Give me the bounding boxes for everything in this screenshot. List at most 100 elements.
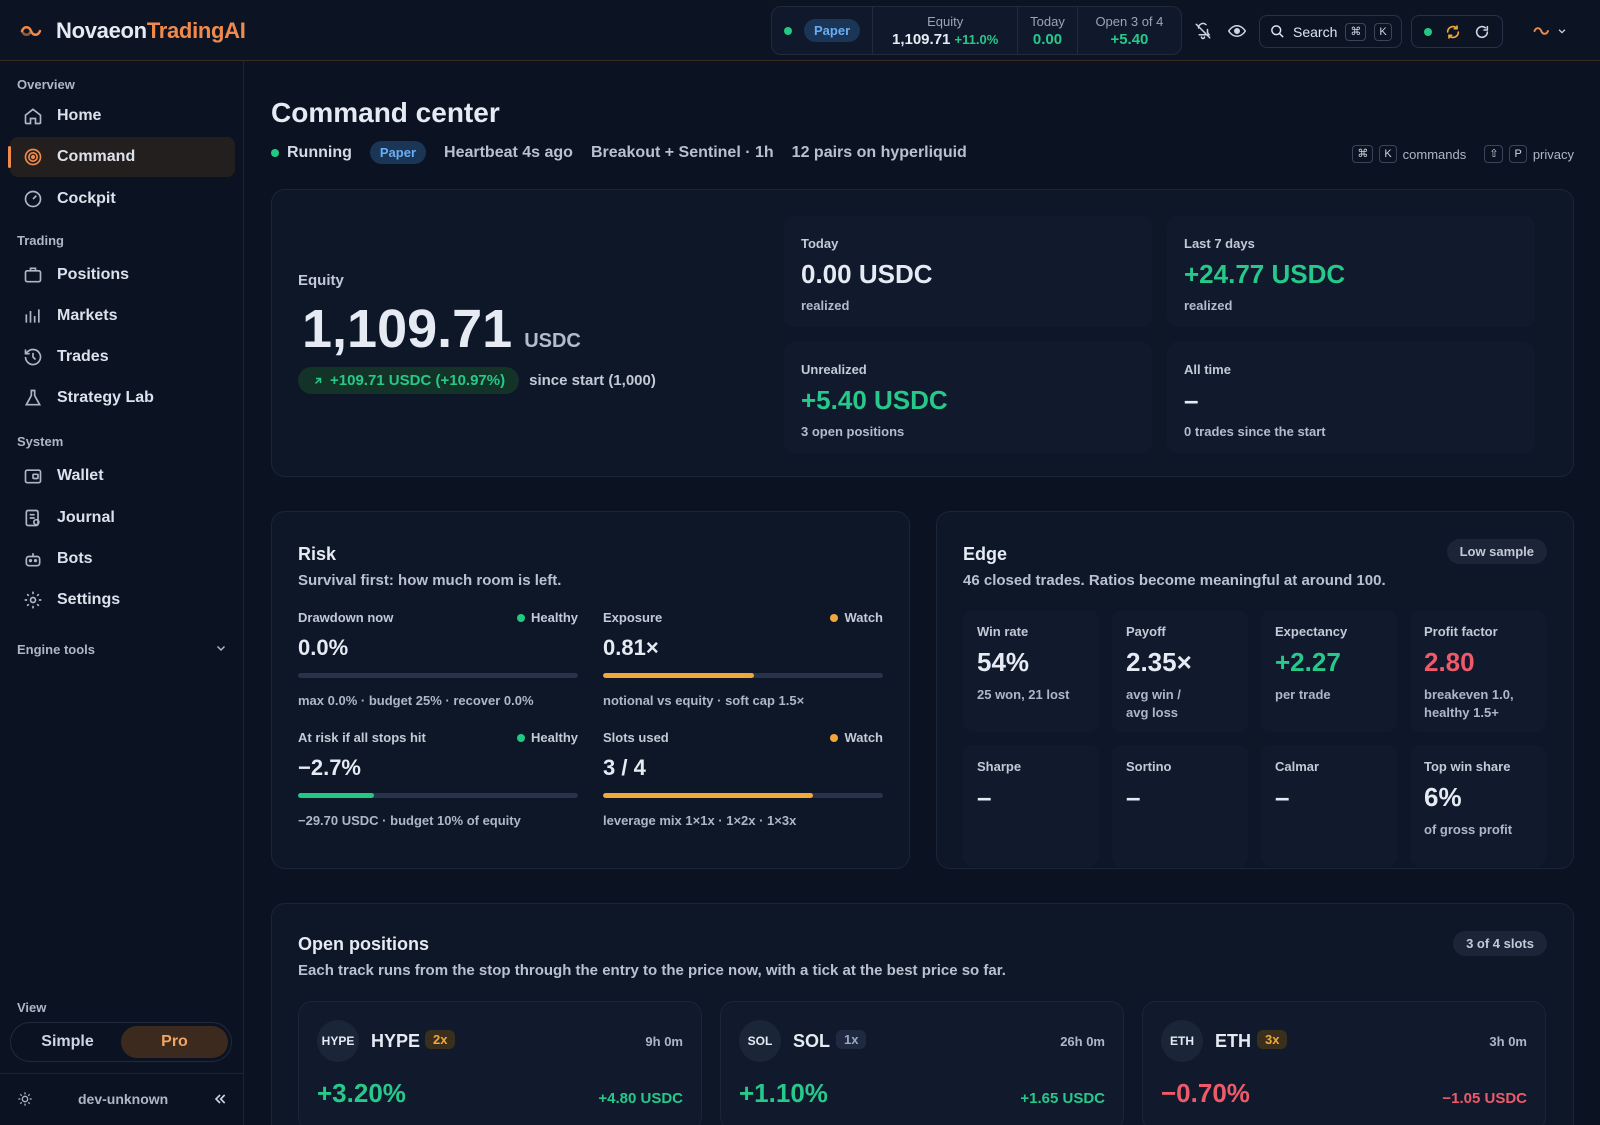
bot-icon bbox=[23, 549, 43, 569]
equity-cell: Equity 1,109.71 +11.0% bbox=[872, 7, 1017, 54]
main-content: Command center Running Paper Heartbeat 4… bbox=[245, 61, 1600, 1125]
gear-icon bbox=[23, 590, 43, 610]
search-button[interactable]: Search ⌘ K bbox=[1259, 15, 1402, 48]
today-value: 0.00 bbox=[1032, 30, 1063, 48]
gauge-icon bbox=[23, 189, 43, 209]
sync-icon[interactable] bbox=[1445, 24, 1461, 40]
equity-change-badge: +109.71 USDC (+10.97%) bbox=[298, 367, 520, 394]
sidebar-footer: dev-unknown bbox=[0, 1073, 244, 1125]
arrow-up-right-icon bbox=[312, 375, 324, 387]
risk-card: Risk Survival first: how much room is le… bbox=[271, 511, 910, 869]
position-pnl-usd: +4.80 USDC bbox=[598, 1090, 683, 1107]
sidebar-section-overview: Overview bbox=[17, 77, 75, 92]
sidebar-item-settings[interactable]: Settings bbox=[10, 580, 235, 620]
position-pnl-pct: −0.70% bbox=[1161, 1078, 1250, 1108]
search-icon bbox=[1270, 24, 1285, 39]
sidebar-item-journal[interactable]: Journal bbox=[10, 498, 235, 538]
brand-name: NovaeonTradingAI bbox=[56, 18, 246, 43]
mode-badge: Paper bbox=[369, 141, 427, 164]
position-card-eth[interactable]: ETH ETH 3x 3h 0m −0.70% −1.05 USDC bbox=[1142, 1001, 1546, 1125]
engine-tools-toggle[interactable]: Engine tools bbox=[17, 642, 227, 657]
gauge-slots-used: Slots used Watch 3 / 4 leverage mix 1×1x … bbox=[603, 730, 883, 828]
sidebar-item-markets[interactable]: Markets bbox=[10, 296, 235, 336]
metric-payoff: Payoff 2.35× avg win / avg loss bbox=[1112, 610, 1248, 732]
mode-cell: Paper bbox=[772, 7, 872, 54]
footer-user: dev-unknown bbox=[78, 1091, 169, 1107]
gauge-fill bbox=[298, 793, 374, 798]
position-card-sol[interactable]: SOL SOL 1x 26h 0m +1.10% +1.65 USDC bbox=[720, 1001, 1124, 1125]
wallet-icon bbox=[23, 466, 43, 486]
sidebar: Overview Home Command Cockpit Trading Po… bbox=[0, 61, 244, 1125]
page-title: Command center bbox=[271, 97, 500, 128]
commands-hint[interactable]: commands bbox=[1402, 146, 1467, 162]
eth-token-icon: ETH bbox=[1161, 1020, 1203, 1062]
gauge-drawdown: Drawdown now Healthy 0.0% max 0.0% · budg… bbox=[298, 610, 578, 708]
chart-icon bbox=[23, 306, 43, 326]
low-sample-badge: Low sample bbox=[1446, 539, 1547, 564]
position-card-hype[interactable]: HYPE HYPE 2x 9h 0m +3.20% +4.80 USDC bbox=[298, 1001, 702, 1125]
stat-all-time: All time – 0 trades since the start bbox=[1167, 342, 1535, 453]
account-logo-icon bbox=[1533, 25, 1551, 37]
sidebar-section-system: System bbox=[17, 434, 64, 449]
eye-icon[interactable] bbox=[1223, 17, 1251, 45]
view-simple-button[interactable]: Simple bbox=[41, 1033, 94, 1050]
position-pnl-pct: +3.20% bbox=[317, 1078, 406, 1108]
account-menu[interactable] bbox=[1528, 17, 1572, 45]
theme-sun-icon[interactable] bbox=[17, 1091, 33, 1107]
equity-unit: USDC bbox=[524, 330, 581, 352]
slots-badge: 3 of 4 slots bbox=[1453, 931, 1547, 956]
mode-badge: Paper bbox=[804, 19, 861, 42]
stat-today: Today 0.00 USDC realized bbox=[784, 216, 1152, 327]
connection-controls bbox=[1411, 15, 1503, 48]
metric-sharpe: Sharpe – bbox=[963, 745, 1099, 867]
sidebar-item-positions[interactable]: Positions bbox=[10, 255, 235, 295]
open-positions-title: Open positions bbox=[298, 934, 430, 954]
strategy-info: Breakout + Sentinel · 1h bbox=[590, 143, 774, 161]
chevron-down-icon bbox=[215, 642, 227, 657]
sidebar-item-home[interactable]: Home bbox=[10, 96, 235, 136]
account-status-group[interactable]: Paper Equity 1,109.71 +11.0% Today 0.00 … bbox=[771, 6, 1182, 55]
notifications-off-icon[interactable] bbox=[1189, 17, 1217, 45]
gauge-exposure: Exposure Watch 0.81× notional vs equity ·… bbox=[603, 610, 883, 708]
sidebar-item-strategy-lab[interactable]: Strategy Lab bbox=[10, 378, 235, 418]
target-icon bbox=[23, 147, 43, 167]
live-dot bbox=[784, 26, 792, 35]
position-pnl-usd: +1.65 USDC bbox=[1020, 1090, 1105, 1107]
journal-icon bbox=[23, 508, 43, 528]
view-toggle[interactable]: Simple Pro bbox=[10, 1022, 232, 1062]
sidebar-item-cockpit[interactable]: Cockpit bbox=[10, 179, 235, 219]
privacy-hint[interactable]: privacy bbox=[1532, 146, 1574, 162]
risk-subtitle: Survival first: how much room is left. bbox=[298, 572, 562, 589]
stat-last-7-days: Last 7 days +24.77 USDC realized bbox=[1167, 216, 1535, 327]
connection-dot bbox=[1424, 27, 1433, 36]
metric-expectancy: Expectancy +2.27 per trade bbox=[1261, 610, 1397, 732]
open-pnl-value: +5.40 bbox=[1110, 30, 1149, 48]
sidebar-item-bots[interactable]: Bots bbox=[10, 539, 235, 579]
position-pnl-pct: +1.10% bbox=[739, 1078, 828, 1108]
equity-card: Equity 1,109.71 USDC +109.71 USDC (+10.9… bbox=[271, 189, 1574, 477]
view-pro-button[interactable]: Pro bbox=[121, 1026, 228, 1058]
history-icon bbox=[23, 347, 43, 367]
refresh-icon[interactable] bbox=[1474, 24, 1490, 40]
equity-label: Equity bbox=[298, 272, 344, 289]
sidebar-item-command[interactable]: Command bbox=[8, 137, 235, 177]
today-cell: Today 0.00 bbox=[1017, 7, 1077, 54]
metric-win-rate: Win rate 54% 25 won, 21 lost bbox=[963, 610, 1099, 732]
collapse-sidebar-icon[interactable] bbox=[212, 1091, 228, 1107]
logo[interactable]: NovaeonTradingAI bbox=[20, 18, 246, 44]
sidebar-item-trades[interactable]: Trades bbox=[10, 337, 235, 377]
risk-title: Risk bbox=[298, 544, 337, 564]
equity-value: 1,109.71 bbox=[302, 299, 513, 359]
chevron-down-icon bbox=[1557, 26, 1567, 36]
metric-top-win-share: Top win share 6% of gross profit bbox=[1410, 745, 1546, 867]
status-line: Running Paper Heartbeat 4s ago Breakout … bbox=[271, 141, 967, 164]
sidebar-item-wallet[interactable]: Wallet bbox=[10, 456, 235, 496]
sol-token-icon: SOL bbox=[739, 1020, 781, 1062]
metric-calmar: Calmar – bbox=[1261, 745, 1397, 867]
leverage-badge: 3x bbox=[1257, 1030, 1288, 1049]
position-ticker: SOL bbox=[793, 1031, 831, 1051]
briefcase-icon bbox=[23, 265, 43, 285]
shortcut-hints: ⌘ K commands ⇧ P privacy bbox=[1352, 145, 1574, 163]
home-icon bbox=[23, 106, 43, 126]
position-ticker: ETH bbox=[1215, 1031, 1251, 1051]
